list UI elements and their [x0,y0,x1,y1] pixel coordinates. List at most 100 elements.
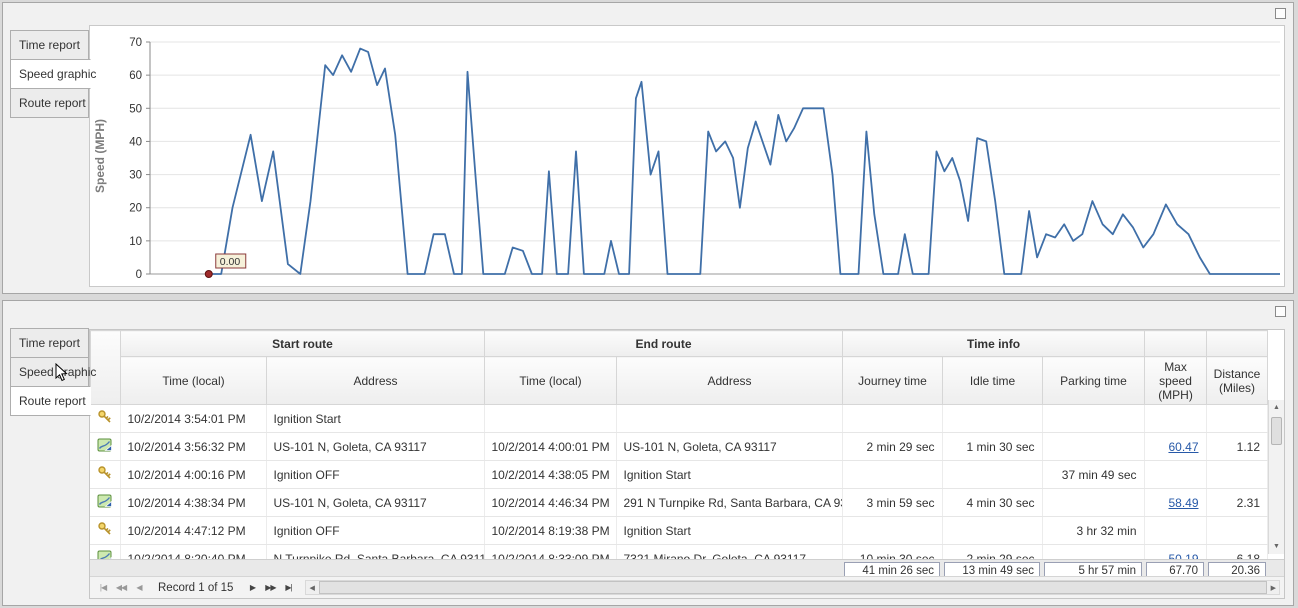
cell: 7321 Mirano Dr, Goleta, CA 93117 [616,544,843,559]
column-header-start-address[interactable]: Address [266,356,485,405]
scroll-down-icon[interactable]: ▼ [1273,543,1280,550]
cell [1042,432,1145,461]
horizontal-scrollbar-thumb[interactable] [318,581,1267,594]
column-header-journey-time[interactable]: Journey time [842,356,943,405]
cell [1144,405,1207,433]
cell: 2 min 29 sec [942,544,1043,559]
cell: 10/2/2014 4:00:16 PM [120,460,267,489]
cell: 10/2/2014 3:56:32 PM [120,432,267,461]
tab-speed-graphic[interactable]: Speed graphic [10,357,96,387]
vertical-scrollbar-thumb[interactable] [1271,417,1282,445]
tab-route-report[interactable]: Route report [10,386,91,416]
band-start-route[interactable]: Start route [120,330,485,357]
table-row[interactable]: 10/2/2014 4:00:16 PM Ignition OFF 10/2/201… [90,460,1268,489]
cell: 10/2/2014 3:54:01 PM [120,405,267,433]
panel-restore-button[interactable] [1275,8,1286,19]
nav-next-page-button[interactable]: ▶▶ [265,583,276,592]
cell [1042,488,1145,517]
cell: 2.31 [1206,488,1268,517]
cell: Ignition OFF [266,460,485,489]
cell: 37 min 49 sec [1042,460,1145,489]
horizontal-scrollbar[interactable]: ◀ ▶ [305,580,1280,595]
column-header-parking-time[interactable]: Parking time [1041,356,1146,405]
summary-distance: 20.36 [1208,562,1266,580]
cell [1206,516,1268,545]
cell: 58.49 [1144,488,1207,517]
route-map-icon [90,488,121,517]
cell: 10/2/2014 8:20:40 PM [120,544,267,559]
cell: 3 min 59 sec [842,488,943,517]
table-row[interactable]: 10/2/2014 3:54:01 PM Ignition Start [90,405,1268,433]
cell: 10/2/2014 4:00:01 PM [484,432,617,461]
cell: 50.19 [1144,544,1207,560]
cell: 10/2/2014 4:38:34 PM [120,488,267,517]
scroll-up-icon[interactable]: ▲ [1273,404,1280,411]
table-row[interactable]: 10/2/2014 4:47:12 PM Ignition OFF 10/2/201… [90,516,1268,545]
cell [842,405,943,433]
vertical-scrollbar[interactable]: ▲ ▼ [1268,400,1284,554]
cell: 1.12 [1206,432,1268,461]
band-time-info[interactable]: Time info [841,330,1146,357]
column-header-idle-time[interactable]: Idle time [942,356,1043,405]
grid-header: Start route End route Time info Time (lo… [90,330,1268,405]
ignition-key-icon [90,405,121,433]
route-grid: Start route End route Time info Time (lo… [89,329,1285,599]
column-header-distance[interactable]: Distance (Miles) [1206,356,1268,405]
ignition-key-icon [90,460,121,489]
scroll-right-icon[interactable]: ▶ [1270,584,1276,592]
tab-time-report[interactable]: Time report [10,30,89,60]
cell: 4 min 30 sec [942,488,1043,517]
nav-prev-button[interactable]: ◀ [136,583,142,592]
cell [1042,405,1145,433]
table-row[interactable]: 10/2/2014 3:56:32 PM US-101 N, Goleta, CA… [90,432,1268,461]
svg-text:30: 30 [129,170,142,182]
record-navigator: |◀ ◀◀ ◀ Record 1 of 15 ▶ ▶▶ ▶| ◀ ▶ [90,576,1284,598]
column-header-end-address[interactable]: Address [616,356,843,405]
max-speed-link[interactable]: 50.19 [1168,551,1199,560]
scroll-left-icon[interactable]: ◀ [309,584,315,592]
svg-text:10: 10 [129,236,142,248]
svg-text:20: 20 [129,203,142,215]
cell: N Turnpike Rd, Santa Barbara, CA 93111 [266,544,485,559]
table-row[interactable]: 10/2/2014 4:38:34 PM US-101 N, Goleta, CA… [90,488,1268,517]
route-map-icon [90,544,121,559]
tab-route-report[interactable]: Route report [10,88,89,118]
cell [484,405,617,433]
band-end-route[interactable]: End route [484,330,843,357]
cell: US-101 N, Goleta, CA 93117 [616,432,843,461]
tab-time-report[interactable]: Time report [10,328,89,358]
column-header-end-time[interactable]: Time (local) [484,356,617,405]
column-header-start-time[interactable]: Time (local) [120,356,267,405]
cell: 10/2/2014 4:47:12 PM [120,516,267,545]
speed-line-chart: 0 10 20 30 40 50 60 70 0.00 [104,26,1284,286]
max-speed-link[interactable]: 58.49 [1168,495,1199,510]
summary-parking-time: 5 hr 57 min [1044,562,1142,580]
nav-last-button[interactable]: ▶| [285,583,292,592]
table-row[interactable]: 10/2/2014 8:20:40 PM N Turnpike Rd, Santa… [90,544,1268,560]
svg-text:0: 0 [136,269,142,281]
cell: 10 min 30 sec [842,544,943,559]
max-speed-link[interactable]: 60.47 [1168,439,1199,454]
cell: 10/2/2014 4:46:34 PM [484,488,617,517]
cell: 10/2/2014 4:38:05 PM [484,460,617,489]
cell [842,460,943,489]
point-value-annotation: 0.00 [220,256,241,268]
cell: Ignition OFF [266,516,485,545]
band-max-speed-spacer [1144,330,1208,357]
svg-text:50: 50 [129,103,142,115]
grid-body: 10/2/2014 3:54:01 PM Ignition Start 10/2/2… [90,405,1284,559]
cell: 2 min 29 sec [842,432,943,461]
cell: Ignition Start [266,405,485,433]
top-tab-strip: Time report Speed graphic Route report [10,30,96,118]
table-body: 10/2/2014 3:54:01 PM Ignition Start 10/2/2… [90,405,1268,559]
route-map-icon [90,432,121,461]
column-header-max-speed[interactable]: Max speed (MPH) [1144,356,1208,405]
cell [1206,460,1268,489]
cell [942,516,1043,545]
cell [1206,405,1268,433]
nav-next-button[interactable]: ▶ [249,583,256,592]
nav-first-button[interactable]: |◀ [99,583,107,592]
tab-speed-graphic[interactable]: Speed graphic [10,59,96,89]
nav-prev-page-button[interactable]: ◀◀ [115,583,127,592]
panel-restore-button[interactable] [1275,306,1286,317]
